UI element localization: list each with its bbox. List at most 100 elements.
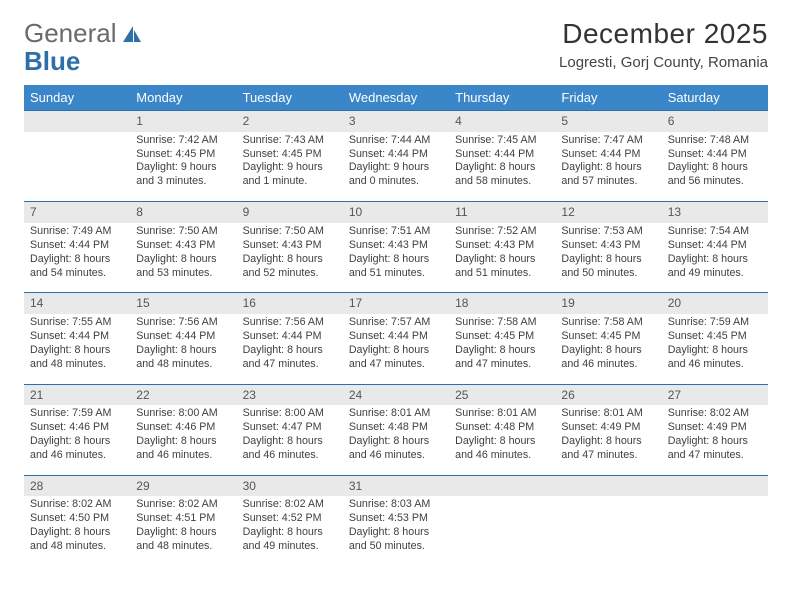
- sunrise-text: Sunrise: 7:59 AM: [30, 407, 124, 421]
- day-detail: Sunrise: 8:02 AMSunset: 4:52 PMDaylight:…: [237, 496, 343, 566]
- sunrise-text: Sunrise: 8:02 AM: [668, 407, 762, 421]
- sunrise-text: Sunrise: 7:56 AM: [243, 316, 337, 330]
- daylight-text-2: and 52 minutes.: [243, 267, 337, 281]
- daylight-text-2: and 49 minutes.: [243, 540, 337, 554]
- sunset-text: Sunset: 4:43 PM: [455, 239, 549, 253]
- sunrise-text: Sunrise: 7:48 AM: [668, 134, 762, 148]
- sunset-text: Sunset: 4:48 PM: [349, 421, 443, 435]
- daylight-text: Daylight: 8 hours: [668, 435, 762, 449]
- sunrise-text: Sunrise: 8:01 AM: [561, 407, 655, 421]
- sunrise-text: Sunrise: 7:56 AM: [136, 316, 230, 330]
- daylight-text-2: and 47 minutes.: [455, 358, 549, 372]
- day-number: 4: [449, 111, 555, 132]
- daylight-text-2: and 48 minutes.: [136, 540, 230, 554]
- sunrise-text: Sunrise: 8:00 AM: [243, 407, 337, 421]
- day-number: 9: [237, 202, 343, 223]
- daylight-text-2: and 46 minutes.: [561, 358, 655, 372]
- sunrise-text: Sunrise: 7:54 AM: [668, 225, 762, 239]
- day-detail: Sunrise: 8:01 AMSunset: 4:48 PMDaylight:…: [343, 405, 449, 475]
- daylight-text-2: and 1 minute.: [243, 175, 337, 189]
- day-number: 17: [343, 293, 449, 314]
- daylight-text-2: and 51 minutes.: [349, 267, 443, 281]
- daylight-text: Daylight: 8 hours: [30, 344, 124, 358]
- sunrise-text: Sunrise: 7:57 AM: [349, 316, 443, 330]
- daylight-text: Daylight: 8 hours: [349, 344, 443, 358]
- sunrise-text: Sunrise: 7:53 AM: [561, 225, 655, 239]
- sunrise-text: Sunrise: 7:50 AM: [136, 225, 230, 239]
- header: General December 2025 Logresti, Gorj Cou…: [24, 18, 768, 71]
- day-number: 22: [130, 384, 236, 405]
- day-number: 10: [343, 202, 449, 223]
- sunset-text: Sunset: 4:46 PM: [136, 421, 230, 435]
- sunrise-text: Sunrise: 7:47 AM: [561, 134, 655, 148]
- sunrise-text: Sunrise: 8:03 AM: [349, 498, 443, 512]
- sunset-text: Sunset: 4:43 PM: [136, 239, 230, 253]
- day-number: 2: [237, 111, 343, 132]
- sunset-text: Sunset: 4:49 PM: [668, 421, 762, 435]
- daylight-text: Daylight: 8 hours: [349, 435, 443, 449]
- day-number: 23: [237, 384, 343, 405]
- sunset-text: Sunset: 4:46 PM: [30, 421, 124, 435]
- daylight-text-2: and 46 minutes.: [243, 449, 337, 463]
- day-detail: Sunrise: 8:00 AMSunset: 4:46 PMDaylight:…: [130, 405, 236, 475]
- sunset-text: Sunset: 4:44 PM: [668, 148, 762, 162]
- daylight-text: Daylight: 9 hours: [136, 161, 230, 175]
- daylight-text: Daylight: 8 hours: [243, 253, 337, 267]
- day-detail: Sunrise: 7:47 AMSunset: 4:44 PMDaylight:…: [555, 132, 661, 202]
- sunset-text: Sunset: 4:48 PM: [455, 421, 549, 435]
- weekday-header: Wednesday: [343, 85, 449, 111]
- day-detail: Sunrise: 8:02 AMSunset: 4:50 PMDaylight:…: [24, 496, 130, 566]
- day-number: 27: [662, 384, 768, 405]
- sunset-text: Sunset: 4:44 PM: [30, 330, 124, 344]
- day-detail: Sunrise: 7:59 AMSunset: 4:45 PMDaylight:…: [662, 314, 768, 384]
- day-number: 11: [449, 202, 555, 223]
- calendar-page: General December 2025 Logresti, Gorj Cou…: [0, 0, 792, 612]
- daylight-text-2: and 48 minutes.: [30, 358, 124, 372]
- weekday-header: Thursday: [449, 85, 555, 111]
- day-detail: Sunrise: 7:58 AMSunset: 4:45 PMDaylight:…: [555, 314, 661, 384]
- day-detail: Sunrise: 7:53 AMSunset: 4:43 PMDaylight:…: [555, 223, 661, 293]
- day-detail: [555, 496, 661, 566]
- calendar-body: 123456Sunrise: 7:42 AMSunset: 4:45 PMDay…: [24, 111, 768, 567]
- daylight-text: Daylight: 8 hours: [136, 253, 230, 267]
- day-number: 8: [130, 202, 236, 223]
- sunrise-text: Sunrise: 7:55 AM: [30, 316, 124, 330]
- sunset-text: Sunset: 4:44 PM: [136, 330, 230, 344]
- day-detail: [24, 132, 130, 202]
- sunset-text: Sunset: 4:50 PM: [30, 512, 124, 526]
- day-number: [662, 475, 768, 496]
- day-detail: Sunrise: 7:55 AMSunset: 4:44 PMDaylight:…: [24, 314, 130, 384]
- day-number: 21: [24, 384, 130, 405]
- day-detail: Sunrise: 7:50 AMSunset: 4:43 PMDaylight:…: [130, 223, 236, 293]
- day-detail: Sunrise: 7:51 AMSunset: 4:43 PMDaylight:…: [343, 223, 449, 293]
- logo-text-2: Blue: [24, 46, 80, 77]
- day-detail: Sunrise: 7:43 AMSunset: 4:45 PMDaylight:…: [237, 132, 343, 202]
- day-detail: [662, 496, 768, 566]
- daylight-text-2: and 46 minutes.: [668, 358, 762, 372]
- daylight-text: Daylight: 8 hours: [561, 161, 655, 175]
- day-number: [449, 475, 555, 496]
- day-detail: Sunrise: 8:00 AMSunset: 4:47 PMDaylight:…: [237, 405, 343, 475]
- sunset-text: Sunset: 4:44 PM: [455, 148, 549, 162]
- day-number: 18: [449, 293, 555, 314]
- day-detail: Sunrise: 7:42 AMSunset: 4:45 PMDaylight:…: [130, 132, 236, 202]
- daylight-text: Daylight: 8 hours: [668, 253, 762, 267]
- day-detail: Sunrise: 7:57 AMSunset: 4:44 PMDaylight:…: [343, 314, 449, 384]
- sunrise-text: Sunrise: 8:02 AM: [30, 498, 124, 512]
- day-detail: Sunrise: 8:02 AMSunset: 4:51 PMDaylight:…: [130, 496, 236, 566]
- day-number: 5: [555, 111, 661, 132]
- sunrise-text: Sunrise: 8:02 AM: [136, 498, 230, 512]
- sunrise-text: Sunrise: 8:02 AM: [243, 498, 337, 512]
- sunset-text: Sunset: 4:44 PM: [561, 148, 655, 162]
- daylight-text-2: and 50 minutes.: [561, 267, 655, 281]
- daylight-text: Daylight: 8 hours: [30, 526, 124, 540]
- daylight-text-2: and 57 minutes.: [561, 175, 655, 189]
- day-detail: Sunrise: 7:59 AMSunset: 4:46 PMDaylight:…: [24, 405, 130, 475]
- sunset-text: Sunset: 4:44 PM: [30, 239, 124, 253]
- weekday-header: Sunday: [24, 85, 130, 111]
- daylight-text-2: and 47 minutes.: [561, 449, 655, 463]
- day-number: 26: [555, 384, 661, 405]
- daylight-text-2: and 54 minutes.: [30, 267, 124, 281]
- daylight-text: Daylight: 8 hours: [243, 344, 337, 358]
- daylight-text: Daylight: 8 hours: [455, 435, 549, 449]
